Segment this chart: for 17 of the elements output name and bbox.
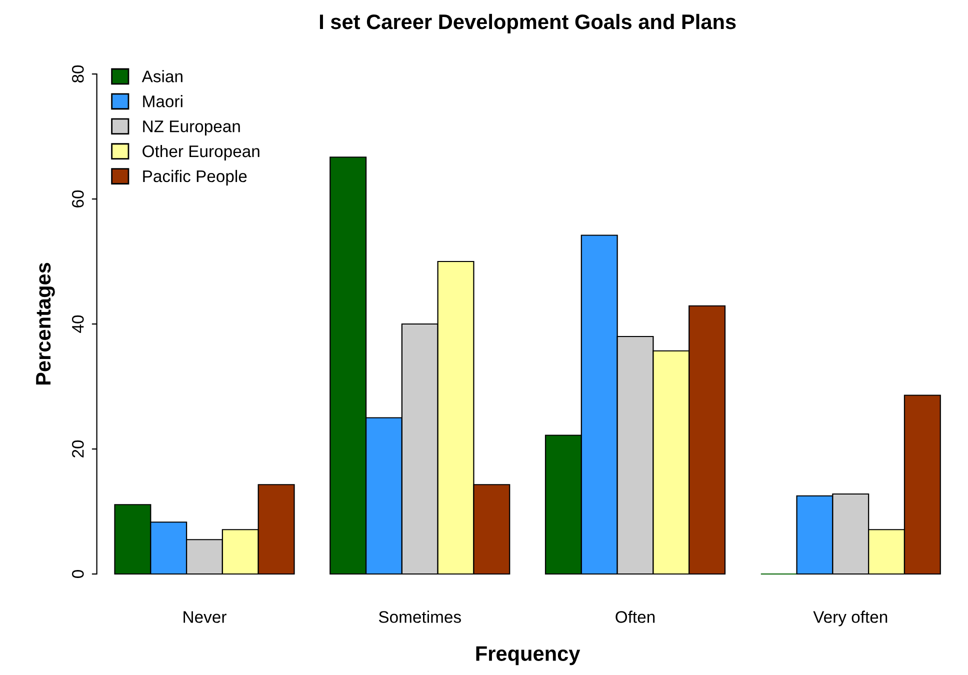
legend-label: Pacific People: [143, 170, 247, 186]
y-tick-label: 60: [72, 190, 84, 208]
y-tick-label: 40: [72, 315, 84, 333]
x-axis-title: Frequency: [476, 646, 580, 666]
y-tick-label: 80: [72, 65, 84, 83]
y-tick-label: 0: [72, 570, 84, 578]
legend-label: Maori: [143, 95, 182, 108]
x-tick-label: Never: [184, 611, 226, 623]
y-axis-title: Percentages: [36, 262, 55, 385]
legend-label: Other European: [142, 144, 260, 160]
y-tick-label: 20: [72, 440, 84, 458]
legend-label: NZ European: [143, 120, 240, 136]
x-tick-label: Often: [616, 610, 655, 623]
x-tick-label: Very often: [813, 610, 888, 626]
x-tick-label: Sometimes: [378, 610, 461, 623]
legend-label: Asian: [142, 70, 182, 82]
chart-title: I set Career Development Goals and Plans: [320, 14, 736, 34]
